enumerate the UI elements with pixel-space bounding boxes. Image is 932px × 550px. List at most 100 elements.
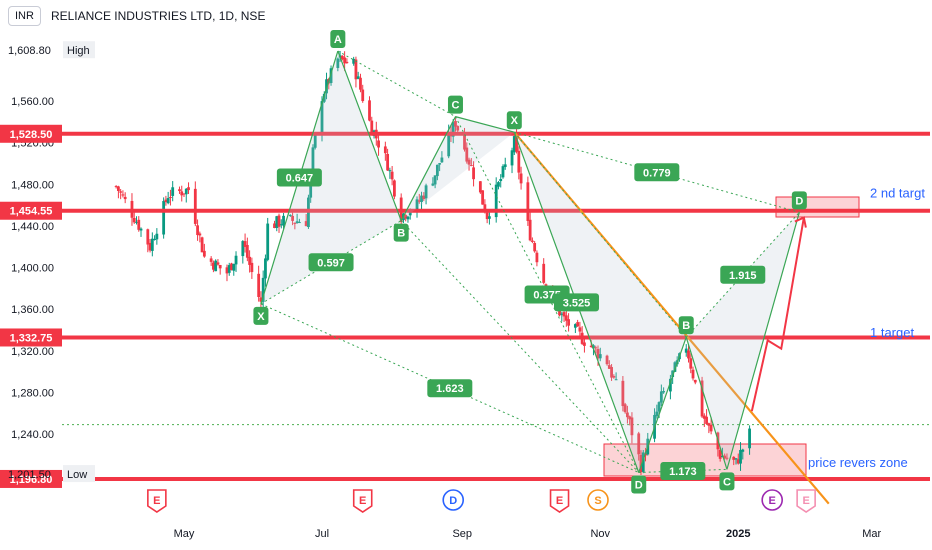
candle-body xyxy=(497,182,500,187)
candle-body xyxy=(535,252,539,263)
x-tick-label: Nov xyxy=(590,528,610,540)
candle-body xyxy=(705,416,708,424)
candle-body xyxy=(304,221,308,227)
event-marker-bg xyxy=(442,489,465,511)
candle-body xyxy=(560,313,564,315)
candle-body xyxy=(610,367,613,378)
candle-body xyxy=(456,126,460,131)
candle-body xyxy=(440,157,444,163)
point-label: C xyxy=(451,100,459,112)
candle-body xyxy=(187,187,190,191)
ratio-label-bg xyxy=(427,379,473,398)
point-label-bg xyxy=(393,223,409,242)
candle-body xyxy=(243,241,247,247)
event-marker: S xyxy=(594,495,601,507)
candle-body xyxy=(264,258,267,279)
candle-body xyxy=(741,449,745,452)
candle-body xyxy=(467,159,471,165)
ratio-label: 0.779 xyxy=(643,167,671,179)
candle-body xyxy=(528,219,532,241)
candle-body xyxy=(241,241,245,257)
candle-body xyxy=(530,240,534,242)
candle-body xyxy=(700,380,704,417)
candle-body xyxy=(673,362,677,372)
candle-body xyxy=(146,229,150,245)
candle-body xyxy=(352,58,356,64)
y-tick-label: 1,440.00 xyxy=(11,221,54,233)
event-marker-bg xyxy=(761,489,783,511)
pattern-fill xyxy=(260,51,402,304)
projection-path xyxy=(750,217,805,412)
level-price-tag xyxy=(0,124,62,143)
y-tick-label: 1,360.00 xyxy=(11,304,54,316)
candle-body xyxy=(431,183,435,186)
level-price-tag xyxy=(0,328,62,347)
point-label: D xyxy=(635,480,643,492)
candle-body xyxy=(291,215,294,221)
candle-body xyxy=(594,347,598,349)
candle-body xyxy=(359,77,362,90)
candle-body xyxy=(212,262,215,270)
candle-body xyxy=(164,199,168,203)
currency-badge[interactable]: INR xyxy=(8,6,41,26)
candle-body xyxy=(519,173,523,184)
candle-body xyxy=(386,153,390,171)
candle-body xyxy=(607,365,611,369)
candle-body xyxy=(626,412,629,418)
ratio-label-bg xyxy=(276,168,322,187)
event-marker: E xyxy=(556,495,563,507)
ratio-label-bg xyxy=(554,293,600,312)
candle-body xyxy=(392,180,396,197)
candle-body xyxy=(417,200,421,202)
candle-body xyxy=(155,233,159,240)
candle-body xyxy=(171,187,175,196)
candle-body xyxy=(454,121,457,127)
pattern-leg xyxy=(400,116,457,221)
candle-body xyxy=(123,196,127,200)
point-label-bg xyxy=(678,316,694,335)
candle-body xyxy=(356,76,360,79)
candle-body xyxy=(655,411,659,417)
low-price-value: 1,201.50 xyxy=(8,469,51,481)
point-label-bg xyxy=(631,475,647,494)
y-tick-label: 1,400.00 xyxy=(11,263,54,275)
candle-body xyxy=(573,324,577,328)
candle-body xyxy=(166,198,170,204)
candle-body xyxy=(377,140,380,148)
candle-body xyxy=(693,379,697,383)
candle-body xyxy=(273,223,276,229)
low-tag-bg xyxy=(63,465,95,483)
candle-body xyxy=(114,186,118,188)
candle-body xyxy=(153,238,156,240)
event-marker: E xyxy=(769,495,776,507)
candle-body xyxy=(259,297,263,302)
point-label-bg xyxy=(253,306,269,325)
candle-body xyxy=(121,194,125,196)
candle-body xyxy=(322,93,326,102)
candle-body xyxy=(282,215,285,226)
candle-body xyxy=(230,263,233,270)
candle-body xyxy=(361,89,365,102)
candle-body xyxy=(748,428,751,449)
candle-body xyxy=(562,312,566,317)
candle-body xyxy=(614,379,618,381)
pattern-leg xyxy=(726,212,800,470)
x-tick-label: May xyxy=(174,528,195,540)
event-marker-bg xyxy=(549,489,570,513)
candle-body xyxy=(723,455,727,459)
target-zone xyxy=(775,196,860,218)
symbol-title: RELIANCE INDUSTRIES LTD, 1D, NSE xyxy=(50,9,266,23)
candle-body xyxy=(605,355,609,365)
pattern-fill xyxy=(514,132,687,473)
candle-body xyxy=(116,186,120,191)
candle-body xyxy=(639,454,643,473)
candle-body xyxy=(517,150,521,173)
candle-body xyxy=(288,214,292,216)
chart-header: INR RELIANCE INDUSTRIES LTD, 1D, NSE xyxy=(8,6,265,26)
candle-body xyxy=(689,358,693,369)
candles xyxy=(114,50,751,475)
high-price-value: 1,608.80 xyxy=(8,45,51,57)
